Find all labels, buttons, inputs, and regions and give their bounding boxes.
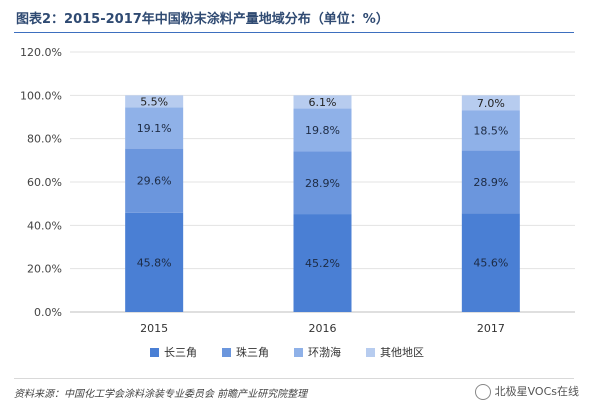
y-tick-label: 100.0% <box>20 89 62 102</box>
data-label: 18.5% <box>473 125 508 138</box>
data-label: 7.0% <box>477 97 505 110</box>
x-tick-label: 2016 <box>309 322 337 335</box>
title-divider <box>14 32 574 33</box>
y-tick-label: 120.0% <box>20 46 62 59</box>
bar-segment <box>293 108 352 152</box>
x-tick-label: 2015 <box>140 322 168 335</box>
bar-segment <box>125 95 184 108</box>
data-label: 45.6% <box>473 257 508 270</box>
y-tick-label: 60.0% <box>27 176 62 189</box>
bar-segment <box>293 95 352 109</box>
bar-segment <box>293 151 352 215</box>
bar-segment <box>461 95 520 111</box>
wechat-icon <box>474 384 491 400</box>
watermark-text: 北极星VOCs在线 <box>494 385 579 398</box>
legend-swatch <box>222 348 231 357</box>
data-label: 19.1% <box>137 122 172 135</box>
y-tick-label: 20.0% <box>27 263 62 276</box>
data-label: 45.8% <box>137 256 172 269</box>
bar-segment <box>125 107 184 149</box>
bar-segment <box>461 110 520 151</box>
bar-segment <box>125 212 184 312</box>
legend-label: 长三角 <box>164 346 197 359</box>
y-tick-label: 80.0% <box>27 133 62 146</box>
data-label: 45.2% <box>305 257 340 270</box>
y-tick-label: 0.0% <box>34 306 62 319</box>
data-label: 28.9% <box>305 177 340 190</box>
data-label: 5.5% <box>140 95 168 108</box>
chart-title: 图表2：2015-2017年中国粉末涂料产量地域分布（单位：%） <box>16 12 389 27</box>
bar-segment <box>293 214 352 312</box>
legend-swatch <box>294 348 303 357</box>
y-tick-label: 40.0% <box>27 219 62 232</box>
legend-label: 环渤海 <box>308 345 341 359</box>
data-label: 29.6% <box>137 175 172 188</box>
source-note: 资料来源：中国化工学会涂料涂装专业委员会 前瞻产业研究院整理 <box>14 389 308 400</box>
x-tick-label: 2017 <box>477 322 505 335</box>
legend-label: 其他地区 <box>380 346 424 359</box>
bar-segment <box>461 150 520 214</box>
watermark: 北极星VOCs在线 <box>474 383 579 400</box>
legend-label: 珠三角 <box>236 345 269 359</box>
bar-segment <box>461 213 520 312</box>
data-label: 19.8% <box>305 124 340 137</box>
data-label: 28.9% <box>473 176 508 189</box>
footer-divider <box>14 378 574 379</box>
data-label: 6.1% <box>309 96 337 109</box>
legend-swatch <box>366 348 375 357</box>
bar-segment <box>125 148 184 213</box>
legend-swatch <box>150 348 159 357</box>
